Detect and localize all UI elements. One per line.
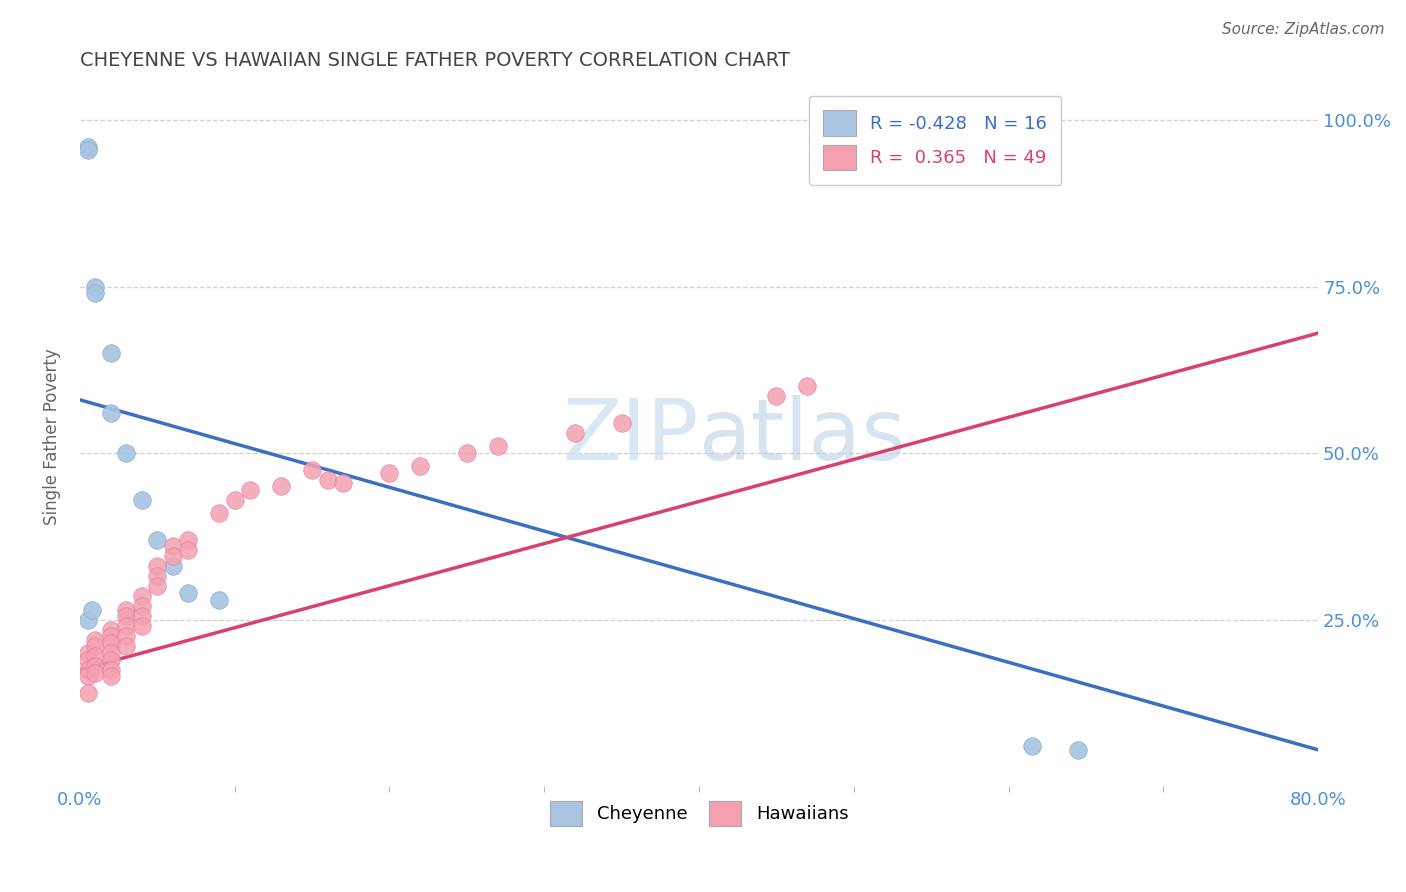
Point [177, 542, 200, 557]
Point [84, 649, 107, 664]
Point [84, 279, 107, 293]
Point [84, 666, 107, 681]
Point [146, 569, 169, 583]
Point [177, 586, 200, 600]
Point [177, 533, 200, 547]
Point [115, 609, 138, 624]
Point [146, 533, 169, 547]
Point [76, 653, 98, 667]
Point [115, 446, 138, 460]
Point [131, 590, 153, 604]
Point [1021, 739, 1043, 754]
Point [332, 476, 354, 491]
Point [486, 440, 509, 454]
Point [456, 446, 478, 460]
Point [564, 426, 586, 441]
Point [100, 623, 122, 637]
Y-axis label: Single Father Poverty: Single Father Poverty [44, 348, 60, 524]
Point [100, 630, 122, 644]
Point [224, 492, 246, 507]
Point [765, 390, 787, 404]
Point [131, 492, 153, 507]
Point [162, 559, 184, 574]
Point [208, 506, 231, 520]
Point [409, 459, 432, 474]
Point [115, 630, 138, 644]
Point [378, 466, 401, 480]
Point [115, 603, 138, 617]
Point [84, 286, 107, 301]
Point [316, 473, 339, 487]
Point [76, 669, 98, 683]
Point [146, 579, 169, 593]
Point [76, 139, 98, 153]
Legend: Cheyenne, Hawaiians: Cheyenne, Hawaiians [543, 794, 856, 833]
Point [100, 646, 122, 660]
Point [1021, 123, 1043, 137]
Point [84, 632, 107, 647]
Point [82, 603, 104, 617]
Point [76, 143, 98, 157]
Point [610, 416, 633, 430]
Point [100, 636, 122, 650]
Point [162, 540, 184, 554]
Point [84, 640, 107, 654]
Point [100, 406, 122, 420]
Point [162, 549, 184, 564]
Text: CHEYENNE VS HAWAIIAN SINGLE FATHER POVERTY CORRELATION CHART: CHEYENNE VS HAWAIIAN SINGLE FATHER POVER… [80, 51, 790, 70]
Point [239, 483, 262, 497]
Text: atlas: atlas [699, 395, 907, 478]
Text: Source: ZipAtlas.com: Source: ZipAtlas.com [1222, 22, 1385, 37]
Point [796, 379, 818, 393]
Point [100, 669, 122, 683]
Point [131, 609, 153, 624]
Point [76, 646, 98, 660]
Point [208, 592, 231, 607]
Point [76, 613, 98, 627]
Point [100, 653, 122, 667]
Point [270, 479, 292, 493]
Point [100, 663, 122, 677]
Point [115, 619, 138, 633]
Point [146, 559, 169, 574]
Point [131, 619, 153, 633]
Point [76, 686, 98, 700]
Point [100, 346, 122, 360]
Text: ZIP: ZIP [562, 395, 699, 478]
Point [76, 663, 98, 677]
Point [301, 463, 323, 477]
Point [1067, 743, 1090, 757]
Point [84, 659, 107, 673]
Point [131, 599, 153, 614]
Point [115, 640, 138, 654]
